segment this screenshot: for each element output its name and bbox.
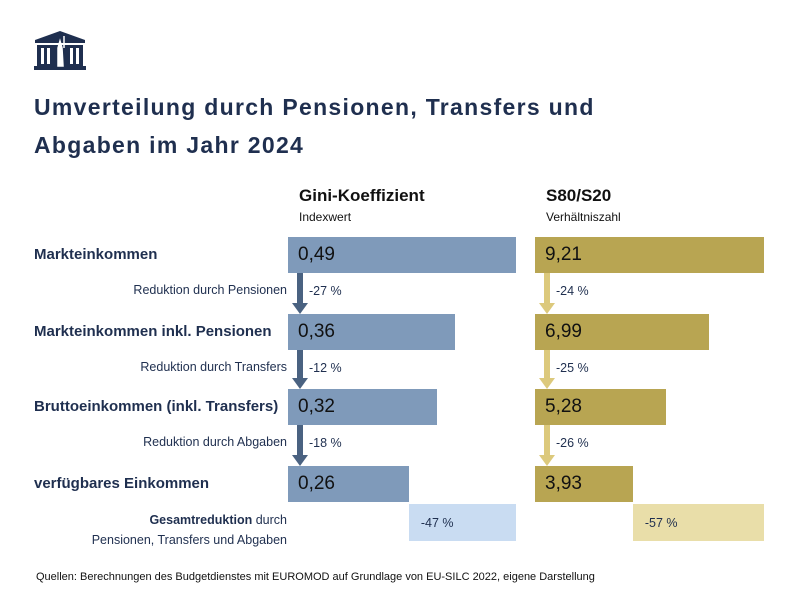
bar-gini: 0,49 xyxy=(288,237,516,273)
total-label-line2: Pensionen, Transfers und Abgaben xyxy=(91,533,287,547)
down-arrow-icon xyxy=(539,350,555,389)
bar-value: 3,93 xyxy=(545,473,582,494)
row-label: Bruttoeinkommen (inkl. Transfers) xyxy=(34,398,279,415)
reduction-percent: -24 % xyxy=(556,284,589,298)
bar-s80: 6,99 xyxy=(535,314,710,350)
total-reduction-box: -47 % xyxy=(408,504,516,541)
bar-value: 9,21 xyxy=(545,244,582,265)
chart-title: Umverteilung durch Pensionen, Transfers … xyxy=(34,94,595,158)
bar-value: 0,36 xyxy=(298,321,335,342)
reduction-label: Reduktion durch Pensionen xyxy=(133,283,287,297)
gini-subheader: Indexwert xyxy=(299,210,352,224)
total-reduction-value: -47 % xyxy=(420,516,454,530)
reduction-percent: -26 % xyxy=(556,436,589,450)
bar-value: 6,99 xyxy=(545,321,582,342)
down-arrow-icon xyxy=(539,425,555,466)
bar-gini: 0,36 xyxy=(288,314,456,350)
source-note: Quellen: Berechnungen des Budgetdienstes… xyxy=(36,571,595,583)
bar-value: 0,26 xyxy=(298,473,335,494)
bar-value: 0,49 xyxy=(298,244,335,265)
row-label: Markteinkommen xyxy=(34,246,158,263)
parliament-building-logo xyxy=(34,31,86,70)
s80-subheader: Verhältniszahl xyxy=(546,210,621,224)
row-label: verfügbares Einkommen xyxy=(34,475,210,492)
gini-header: Gini-Koeffizient xyxy=(299,186,425,205)
reduction-percent: -27 % xyxy=(309,284,342,298)
bar-s80: 9,21 xyxy=(535,237,765,273)
down-arrow-icon xyxy=(539,273,555,314)
bar-s80: 5,28 xyxy=(535,389,667,425)
bar-gini: 0,26 xyxy=(288,466,409,502)
row-label: Markteinkommen inkl. Pensionen xyxy=(34,323,272,340)
bar-gini: 0,32 xyxy=(288,389,437,425)
reduction-percent: -18 % xyxy=(309,436,342,450)
total-reduction-label: Gesamtreduktion durch Pensionen, Transfe… xyxy=(0,510,287,550)
bar-value: 5,28 xyxy=(545,396,582,417)
reduction-percent: -12 % xyxy=(309,361,342,375)
down-arrow-icon xyxy=(292,425,308,466)
reduction-label: Reduktion durch Abgaben xyxy=(143,435,287,449)
bar-s80: 3,93 xyxy=(535,466,633,502)
reduction-percent: -25 % xyxy=(556,361,589,375)
down-arrow-icon xyxy=(292,350,308,389)
total-reduction-box: -57 % xyxy=(632,504,765,541)
total-reduction-value: -57 % xyxy=(644,516,678,530)
s80-header: S80/S20 xyxy=(546,186,612,205)
total-label-bold: Gesamtreduktion xyxy=(149,513,253,527)
bar-value: 0,32 xyxy=(298,396,335,417)
reduction-label: Reduktion durch Transfers xyxy=(140,360,287,374)
total-label-rest: durch xyxy=(252,513,287,527)
down-arrow-icon xyxy=(292,273,308,314)
